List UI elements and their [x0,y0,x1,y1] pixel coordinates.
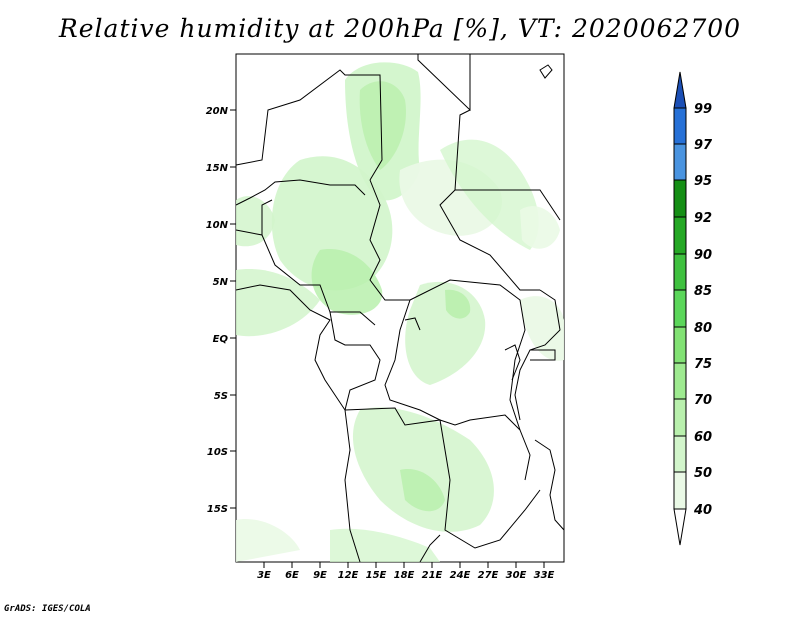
colorbar-bin-40 [673,471,687,510]
colorbar-label-99: 99 [694,102,712,117]
colorbar-label-40: 40 [693,503,712,518]
colorbar-label-97: 97 [694,138,713,153]
lat-label-15s: 15S [207,504,228,515]
lon-label-15e: 15E [366,570,387,581]
lat-label-10s: 10S [207,447,228,458]
lon-label-30e: 30E [506,570,527,581]
lat-label-5s: 5S [214,391,228,402]
lat-label-eq: EQ [213,334,229,345]
colorbar-top-arrow [673,71,687,109]
lon-label-9e: 9E [313,570,327,581]
lon-label-3e: 3E [257,570,271,581]
colorbar-label-92: 92 [694,211,712,226]
lat-label-20n: 20N [206,106,229,117]
colorbar-bin-80 [673,289,687,328]
lat-ticks [230,109,236,509]
colorbar-label-70: 70 [694,393,712,408]
colorbar-bottom-arrow [673,508,687,546]
lon-label-24e: 24E [450,570,471,581]
colorbar-label-60: 60 [694,430,712,445]
chart-title: Relative humidity at 200hPa [%], VT: 202… [58,14,742,43]
colorbar-bin-92 [673,179,687,218]
colorbar-label-50: 50 [694,466,712,481]
grads-credit: GrADS: IGES/COLA [4,604,91,614]
colorbar-label-80: 80 [694,321,712,336]
colorbar-bin-97 [673,107,687,145]
colorbar-bin-85 [673,253,687,291]
lat-label-10n: 10N [206,220,229,231]
lon-ticks [263,562,545,568]
colorbar-bin-70 [673,362,687,400]
lat-label-15n: 15N [206,163,229,174]
country-borders [235,54,565,563]
colorbar-bin-60 [673,398,687,437]
colorbar-label-85: 85 [694,284,712,299]
colorbar-bin-75 [673,326,687,364]
lon-label-12e: 12E [338,570,359,581]
colorbar-bin-90 [673,216,687,255]
lon-label-21e: 21E [422,570,443,581]
colorbar-bin-50 [673,435,687,473]
lon-label-27e: 27E [478,570,499,581]
colorbar-bin-95 [673,143,687,181]
colorbar-label-75: 75 [694,357,712,372]
lat-label-5n: 5N [213,277,229,288]
colorbar-label-90: 90 [694,248,712,263]
colorbar [673,71,687,546]
lon-label-33e: 33E [534,570,555,581]
lon-label-6e: 6E [285,570,299,581]
lon-label-18e: 18E [394,570,415,581]
colorbar-label-95: 95 [694,174,712,189]
